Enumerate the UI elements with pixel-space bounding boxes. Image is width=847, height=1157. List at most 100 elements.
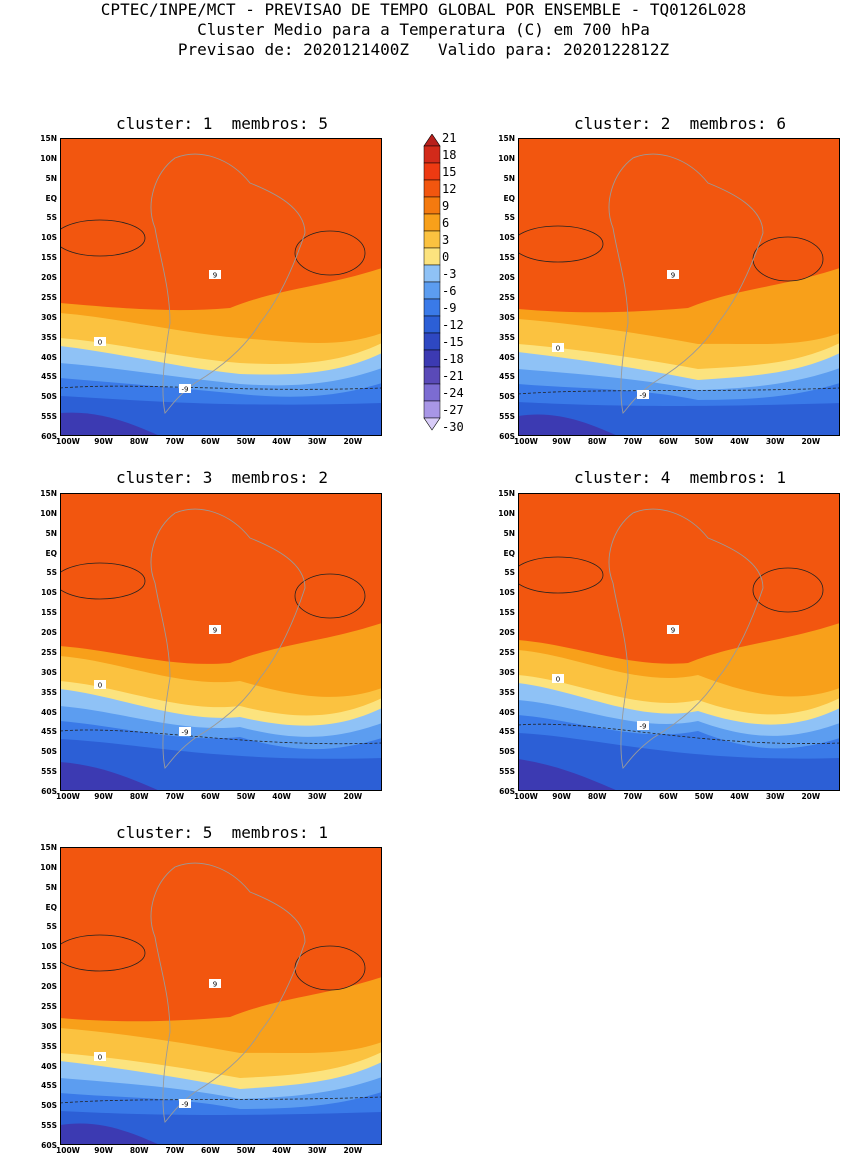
contour-label-box	[94, 337, 106, 346]
contour-label-box	[667, 270, 679, 279]
contour-label: 9	[213, 272, 217, 280]
temperature-band	[60, 493, 382, 664]
warm-region	[294, 573, 366, 619]
lat-label: 60S	[499, 787, 515, 796]
lat-label: 30S	[499, 312, 515, 322]
colorbar-label: -30	[442, 420, 464, 434]
header-line-1: CPTEC/INPE/MCT - PREVISAO DE TEMPO GLOBA…	[100, 0, 747, 19]
map-frame	[518, 493, 840, 791]
colorbar-label: 21	[442, 131, 457, 145]
lon-label: 60W	[659, 792, 678, 801]
warm-region	[294, 945, 366, 991]
contour-label: -9	[182, 729, 189, 737]
map-frame	[60, 493, 382, 791]
colorbar-segment	[423, 179, 441, 198]
lon-label: 70W	[623, 792, 643, 801]
contour-label: 9	[213, 627, 217, 635]
contour-label-box	[179, 384, 191, 393]
map-frame	[60, 847, 382, 1145]
lon-label: 40W	[730, 437, 749, 446]
colorbar-segment	[423, 349, 441, 368]
temperature-band	[60, 762, 160, 791]
lon-label: 20W	[801, 792, 821, 801]
lon-label: 20W	[343, 437, 363, 446]
panel-3-title: cluster: 3 membros: 2	[116, 468, 328, 487]
colorbar-label: -18	[442, 352, 464, 366]
map-panel-3: 9 0 -9	[60, 493, 382, 791]
lat-label: 15S	[41, 608, 57, 618]
warm-region	[294, 230, 366, 276]
colorbar-label: 0	[442, 250, 450, 264]
header-line-2: Cluster Medio para a Temperatura (C) em …	[197, 20, 650, 39]
warm-region	[752, 567, 824, 613]
lat-label: 55S	[499, 412, 515, 422]
lat-label: EQ	[45, 548, 58, 558]
lat-label: 50S	[41, 1101, 57, 1111]
lat-label: 60S	[41, 1141, 57, 1150]
colorbar-label: -6	[442, 284, 457, 298]
warm-region	[518, 556, 604, 594]
lat-label: 25S	[41, 1001, 57, 1011]
lat-label: 30S	[499, 667, 515, 677]
lat-label: 15S	[41, 253, 57, 263]
panel-4-title: cluster: 4 membros: 1	[574, 468, 786, 487]
lon-label: 100W	[514, 792, 538, 801]
colorbar-label: -27	[442, 403, 464, 417]
lat-label: 55S	[41, 1121, 57, 1131]
lat-label: 25S	[41, 292, 57, 302]
temperature-band	[518, 733, 840, 791]
contour-label: 0	[556, 345, 560, 353]
lat-label: 15N	[498, 134, 515, 143]
map-frame	[518, 138, 840, 436]
lat-label: 15N	[40, 843, 57, 852]
colorbar-label: -12	[442, 318, 464, 332]
contour-label-box	[637, 721, 649, 730]
lat-label: 50S	[499, 747, 515, 757]
lat-label: 15N	[40, 489, 57, 498]
lat-label: 30S	[41, 667, 57, 677]
temperature-band	[518, 402, 840, 436]
lon-label: 30W	[307, 1146, 327, 1155]
contour-label: 0	[98, 339, 102, 347]
colorbar	[423, 134, 441, 431]
lat-label: 20S	[499, 273, 515, 283]
lat-label: 55S	[41, 767, 57, 777]
lat-label: 15N	[40, 134, 57, 143]
lat-label: 10S	[41, 233, 57, 243]
contour-label: 0	[98, 682, 102, 690]
lon-label: 70W	[165, 1146, 185, 1155]
lon-label: 80W	[587, 792, 607, 801]
colorbar-segment	[423, 213, 441, 232]
lat-label: 30S	[41, 312, 57, 322]
lat-label: 40S	[499, 352, 515, 362]
contour-label: -9	[640, 723, 647, 731]
colorbar-label: -3	[442, 267, 457, 281]
lon-label: 60W	[659, 437, 678, 446]
contour-label-box	[179, 1099, 191, 1108]
lat-label: EQ	[503, 193, 516, 203]
warm-region	[518, 225, 604, 263]
temperature-band	[60, 1123, 160, 1145]
lat-label: 40S	[41, 352, 57, 362]
lon-label: 90W	[94, 792, 113, 801]
lat-label: 30S	[41, 1021, 57, 1031]
lat-label: 20S	[499, 628, 515, 638]
lon-label: 70W	[623, 437, 643, 446]
lon-label: 60W	[201, 437, 220, 446]
coastline	[608, 153, 764, 414]
colorbar-segment	[423, 247, 441, 266]
colorbar-top-arrow	[423, 134, 441, 147]
colorbar-segment	[423, 315, 441, 334]
lon-label: 70W	[165, 792, 185, 801]
lat-label: 15S	[41, 962, 57, 972]
lat-label: 55S	[41, 412, 57, 422]
contour-label-box	[667, 625, 679, 634]
colorbar-segment	[423, 400, 441, 419]
lat-label: 5N	[45, 528, 58, 538]
contour-label: 0	[556, 676, 560, 684]
temperature-band	[518, 759, 618, 791]
lon-label: 80W	[129, 437, 149, 446]
contour-label: 0	[98, 1054, 102, 1062]
lat-label: 50S	[41, 747, 57, 757]
map-panel-4: 9 0 -9	[518, 493, 840, 791]
